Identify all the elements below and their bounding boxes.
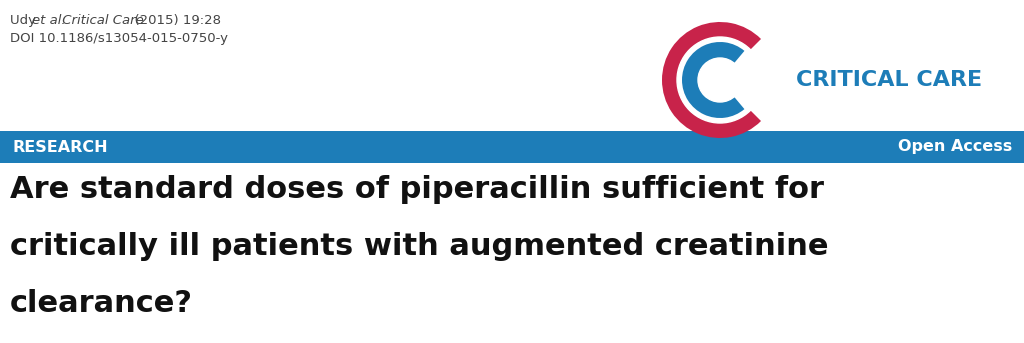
Wedge shape [662,22,761,138]
Text: RESEARCH: RESEARCH [12,140,108,154]
FancyBboxPatch shape [0,131,1024,163]
Circle shape [677,37,763,123]
Text: Udy: Udy [10,14,40,27]
Text: CRITICAL CARE: CRITICAL CARE [796,70,982,90]
Text: clearance?: clearance? [10,289,193,318]
Text: Critical Care: Critical Care [58,14,143,27]
Wedge shape [682,42,744,118]
Text: (2015) 19:28: (2015) 19:28 [126,14,221,27]
Text: DOI 10.1186/s13054-015-0750-y: DOI 10.1186/s13054-015-0750-y [10,32,228,45]
Text: critically ill patients with augmented creatinine: critically ill patients with augmented c… [10,232,828,261]
Text: Are standard doses of piperacillin sufficient for: Are standard doses of piperacillin suffi… [10,175,824,204]
Text: Open Access: Open Access [898,140,1012,154]
Text: et al.: et al. [32,14,66,27]
Circle shape [698,58,742,102]
